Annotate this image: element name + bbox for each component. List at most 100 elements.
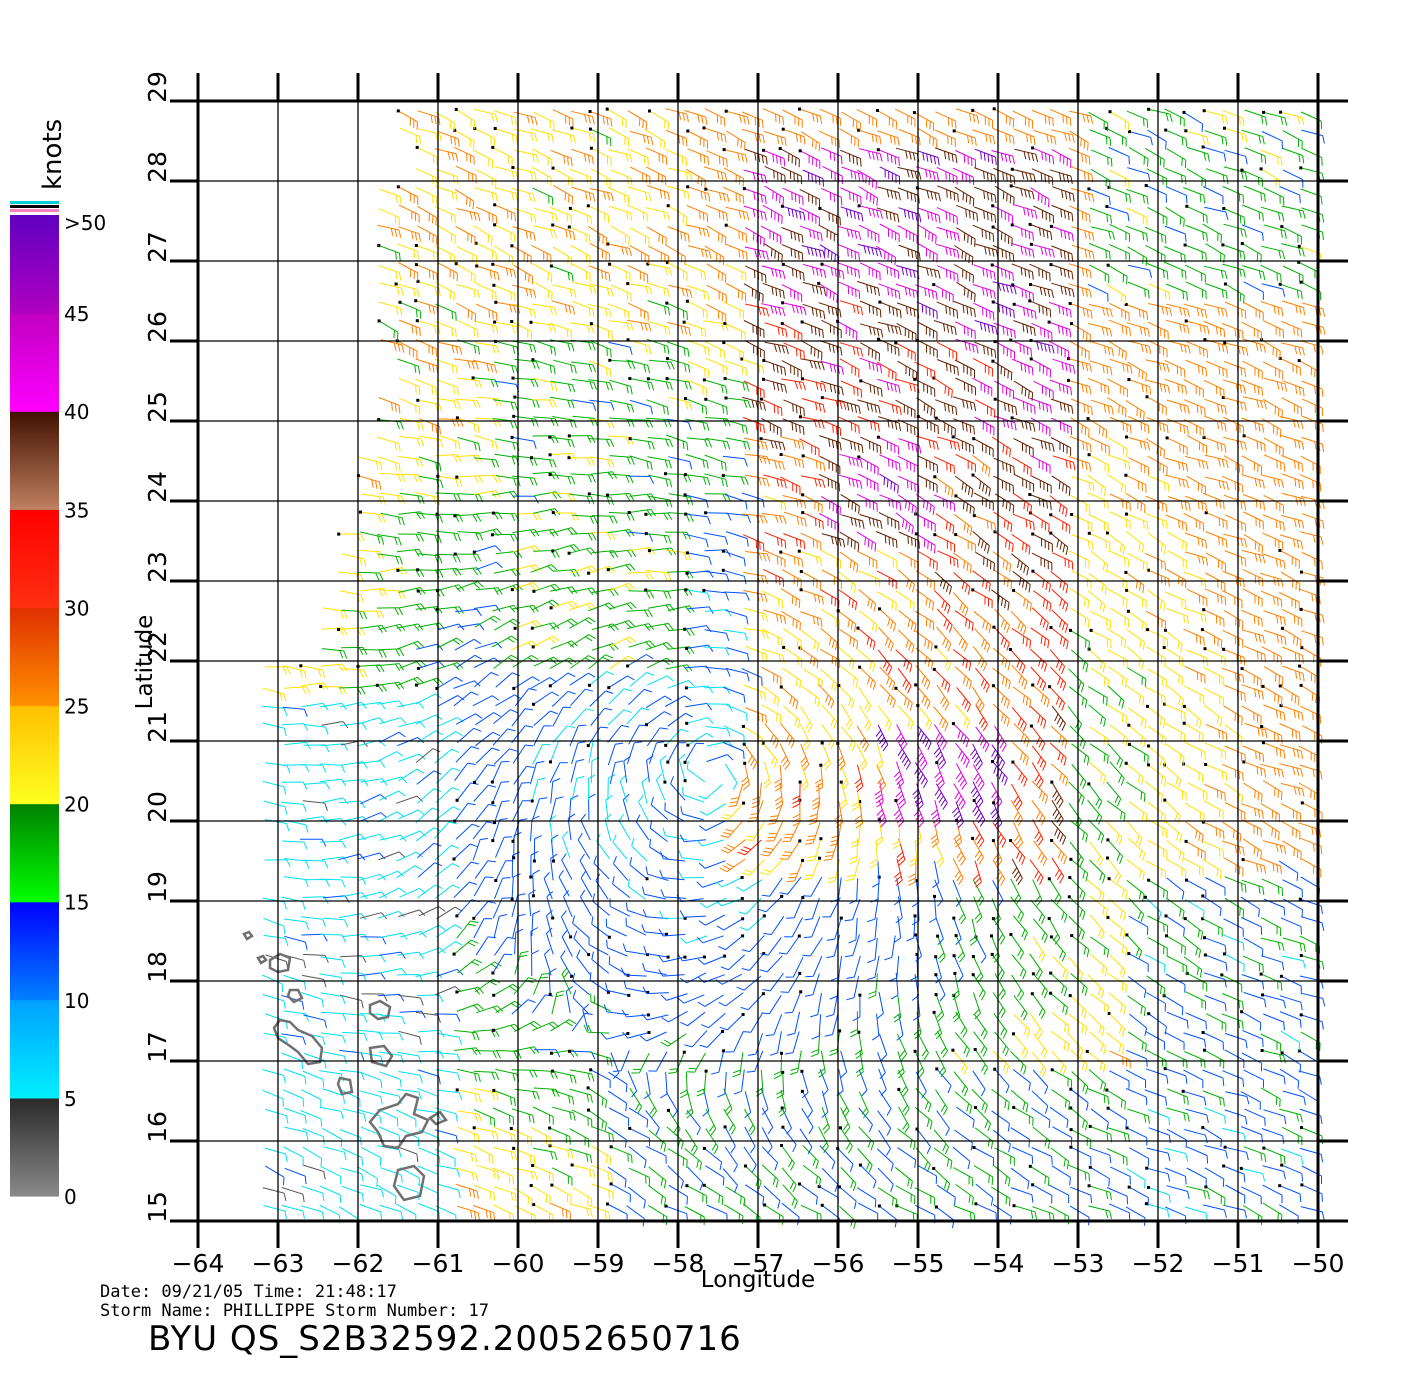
wind-barb — [1147, 725, 1167, 746]
wind-barb — [570, 532, 597, 541]
wind-barb — [1051, 800, 1064, 827]
wind-barb — [1109, 358, 1133, 374]
wind-barb — [1127, 1031, 1147, 1053]
wind-barb — [1261, 418, 1282, 438]
wind-barb — [952, 858, 964, 885]
wind-barb — [1222, 629, 1244, 648]
wind-barb — [1281, 226, 1302, 245]
wind-barb — [1282, 169, 1304, 188]
wind-barb — [1049, 649, 1066, 674]
wind-barb — [1262, 685, 1283, 706]
wind-barb — [1223, 705, 1243, 726]
rain-flag — [1107, 877, 1111, 881]
wind-barb — [1051, 245, 1074, 262]
wind-barb — [1067, 706, 1083, 732]
wind-barb — [1280, 571, 1301, 592]
wind-barb — [591, 147, 612, 167]
rain-flag — [1145, 1166, 1149, 1170]
wind-barb — [1030, 417, 1051, 437]
longitude-tick-label: −63 — [252, 1249, 305, 1278]
wind-barb — [457, 531, 484, 541]
island-outline — [392, 1164, 426, 1202]
wind-barb — [1223, 494, 1247, 511]
wind-barb — [897, 225, 918, 244]
wind-barb — [780, 454, 805, 469]
wind-barb — [282, 1089, 305, 1107]
wind-barb — [686, 644, 714, 652]
wind-barb — [549, 1202, 572, 1220]
wind-barb — [1224, 876, 1247, 893]
wind-barb — [512, 1187, 533, 1207]
rain-flag — [587, 1108, 590, 1112]
wind-barb — [1223, 223, 1247, 238]
wind-barb — [415, 358, 439, 374]
wind-barb — [340, 1167, 364, 1182]
wind-barb — [720, 820, 744, 838]
wind-barb — [590, 993, 611, 1012]
rain-flag — [1297, 359, 1301, 363]
wind-barb — [1243, 435, 1266, 453]
wind-barb — [820, 495, 841, 516]
wind-barb — [436, 168, 459, 185]
wind-barb — [1281, 1164, 1303, 1182]
wind-barb — [877, 705, 892, 731]
wind-barb — [1052, 1126, 1073, 1146]
wind-barb — [455, 746, 480, 763]
wind-barb — [975, 1107, 992, 1132]
wind-barb — [1050, 437, 1072, 456]
rain-flag — [762, 377, 765, 381]
wind-barb — [819, 588, 840, 609]
wind-barb — [1280, 782, 1305, 797]
wind-barb — [705, 666, 731, 677]
wind-barb — [1202, 840, 1225, 859]
wind-barb — [1223, 436, 1247, 451]
wind-barb — [895, 896, 903, 924]
wind-barb — [1298, 588, 1321, 605]
rain-flag — [1203, 338, 1207, 342]
wind-barb — [822, 397, 847, 411]
wind-barb — [378, 396, 401, 414]
wind-barb — [1184, 1129, 1208, 1144]
wind-barb — [1048, 1184, 1070, 1204]
wind-barb — [1128, 457, 1149, 476]
wind-barb — [550, 206, 573, 224]
wind-barb — [893, 858, 903, 886]
wind-barb — [300, 838, 327, 847]
rain-flag — [377, 319, 381, 323]
rain-flag — [781, 1125, 785, 1129]
colorbar-tick-label: 15 — [64, 891, 89, 915]
wind-barb — [1166, 399, 1190, 415]
wind-barb — [474, 860, 496, 879]
wind-barb — [610, 169, 633, 187]
wind-barb — [1128, 146, 1149, 167]
island-outline — [336, 1076, 354, 1096]
wind-barb — [300, 764, 327, 773]
wind-barb — [319, 763, 346, 773]
wind-barb — [1204, 415, 1227, 432]
wind-barb — [1260, 149, 1283, 166]
wind-barb — [571, 361, 597, 373]
wind-barb — [416, 677, 444, 686]
wind-barb — [1090, 610, 1112, 629]
wind-barb — [952, 592, 969, 617]
rain-flag — [797, 549, 801, 553]
wind-barb — [805, 955, 823, 978]
wind-barb — [629, 508, 657, 517]
wind-barb — [515, 512, 542, 521]
wind-barb — [284, 918, 310, 930]
wind-barb — [728, 784, 744, 808]
wind-barb — [953, 300, 976, 318]
wind-barb — [1183, 1069, 1204, 1089]
wind-barb — [1050, 571, 1069, 594]
wind-barb — [495, 128, 518, 144]
wind-barb — [626, 741, 643, 764]
rain-flag — [972, 799, 976, 802]
wind-barb — [993, 415, 1017, 431]
wind-barb — [589, 283, 614, 297]
wind-barb — [1281, 455, 1304, 472]
wind-barb — [954, 1091, 973, 1115]
wind-barb — [878, 416, 901, 432]
wind-barb — [839, 453, 863, 468]
rain-flag — [1128, 130, 1131, 134]
